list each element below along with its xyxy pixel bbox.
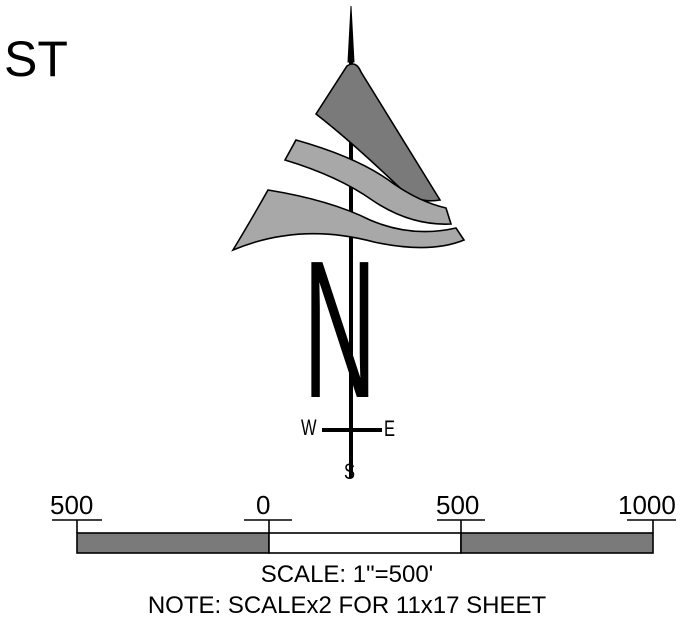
scale-segment (268, 532, 462, 554)
partial-street-label: ST (4, 31, 68, 87)
scale-note-text: NOTE: SCALEx2 FOR 11x17 SHEET (147, 592, 547, 619)
north-arrow-middle-swoosh (283, 139, 453, 225)
scale-tick-label: 0 (256, 490, 271, 520)
scale-text: SCALE: 1"=500' (260, 561, 434, 588)
north-arrow-lower-swoosh (231, 189, 466, 252)
scale-tick-label: 1000 (618, 490, 676, 520)
scale-segment (76, 532, 270, 554)
compass-west-label: W (301, 415, 317, 440)
north-letter: N (303, 220, 377, 439)
scale-tick-label: 500 (436, 490, 480, 520)
scale-tick-label: 500 (50, 490, 94, 520)
scale-segment (460, 532, 654, 554)
compass-east-label: E (384, 416, 396, 441)
compass-south-label: S (344, 459, 356, 484)
